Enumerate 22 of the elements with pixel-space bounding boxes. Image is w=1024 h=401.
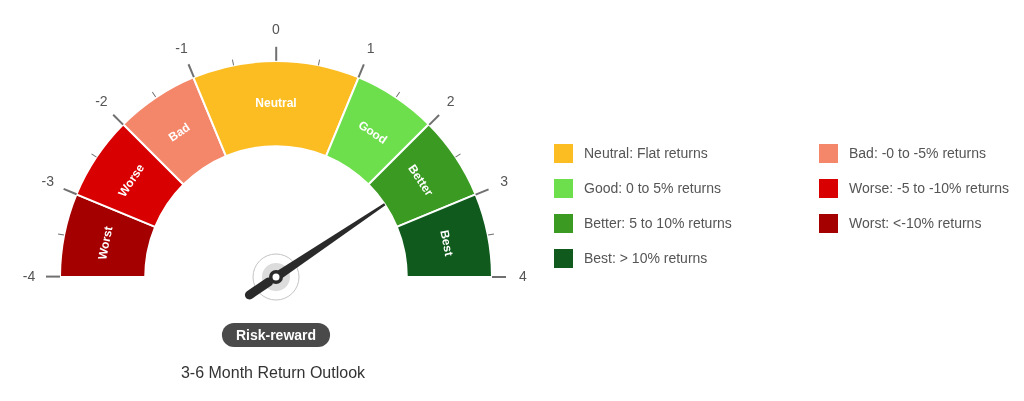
legend-label: Best: > 10% returns	[584, 249, 708, 266]
data-label: Best	[437, 228, 457, 258]
text: 3	[500, 173, 509, 190]
legend-label: Worse: -5 to -10% returns	[849, 179, 1010, 196]
legend-label: Good: 0 to 5% returns	[584, 179, 721, 196]
text: -1	[175, 39, 188, 56]
text: 1	[366, 39, 375, 56]
text: -3	[41, 173, 55, 190]
legend-label: Better: 5 to 10% returns	[584, 214, 732, 231]
text: 0	[272, 20, 281, 37]
legend-label: Bad: -0 to -5% returns	[849, 144, 986, 161]
data-label: Bad	[165, 120, 193, 145]
text: -4	[22, 267, 36, 284]
text: -2	[95, 93, 108, 110]
text: 4	[519, 267, 528, 284]
legend-label: Worst: <-10% returns	[849, 214, 982, 231]
data-label: Neutral	[255, 95, 297, 110]
data-label: Worst	[95, 225, 116, 261]
text: 3-6 Month Return Outlook	[180, 364, 367, 382]
text: Risk-reward	[235, 326, 317, 343]
legend-label: Neutral: Flat returns	[584, 144, 708, 161]
text: 2	[446, 93, 455, 110]
